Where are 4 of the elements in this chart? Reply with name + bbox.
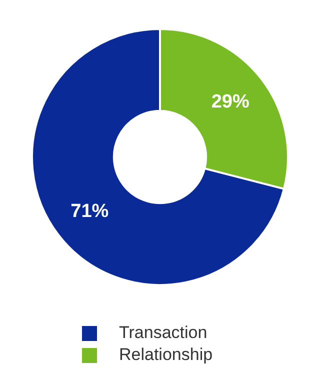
legend-label: Relationship bbox=[119, 345, 213, 365]
data-label: 29% bbox=[211, 92, 250, 113]
legend-label: Transaction bbox=[119, 323, 208, 343]
data-label: 71% bbox=[70, 200, 109, 222]
